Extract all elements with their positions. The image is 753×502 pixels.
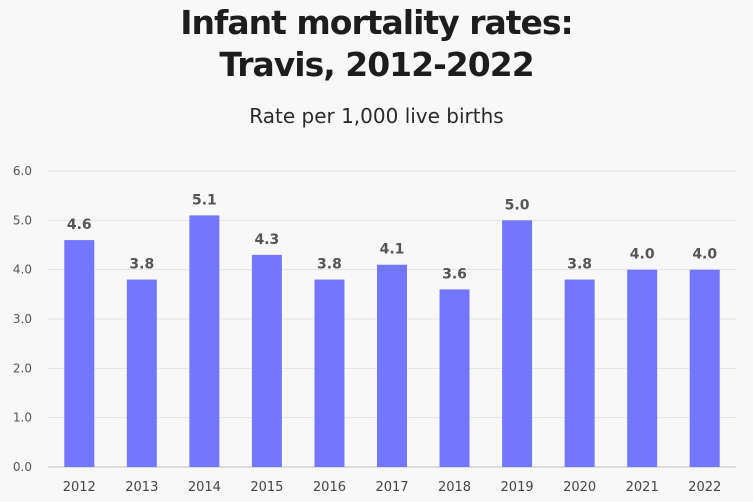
bar-2018 (439, 289, 470, 467)
bar-2016 (314, 279, 345, 467)
x-tick-label-2022: 2022 (688, 480, 721, 495)
x-tick-label-2018: 2018 (438, 480, 471, 495)
bar-2022 (689, 269, 720, 467)
data-label-2018: 3.6 (442, 266, 467, 282)
y-tick-label: 2.0 (13, 361, 32, 375)
bar-2012 (64, 240, 95, 467)
y-tick-label: 5.0 (13, 213, 32, 227)
x-tick-label-2013: 2013 (125, 480, 158, 495)
x-tick-label-2014: 2014 (188, 480, 221, 495)
data-label-2021: 4.0 (630, 247, 655, 263)
bar-2021 (627, 269, 658, 467)
chart-title: Infant mortality rates: Travis, 2012-202… (0, 2, 753, 86)
data-label-2015: 4.3 (255, 232, 280, 248)
x-tick-label-2019: 2019 (501, 480, 534, 495)
chart-title-line2: Travis, 2012-2022 (219, 45, 534, 84)
data-label-2014: 5.1 (192, 192, 217, 208)
data-labels: 4.6 3.8 5.1 4.3 3.8 4.1 3.6 5.0 3.8 4.0 4.0 (67, 192, 718, 282)
x-axis-ticks: 2012 2013 2014 2015 2016 2017 2018 2019 2020 2021… (63, 480, 722, 495)
y-tick-label: 1.0 (13, 411, 32, 425)
bar-2014 (189, 215, 220, 467)
y-tick-label: 3.0 (13, 312, 32, 326)
bar-2020 (564, 279, 595, 467)
y-tick-label: 6.0 (13, 164, 32, 178)
x-tick-label-2016: 2016 (313, 480, 346, 495)
y-tick-label: 0.0 (13, 460, 32, 474)
data-label-2016: 3.8 (317, 257, 342, 273)
x-tick-label-2017: 2017 (375, 480, 408, 495)
data-label-2022: 4.0 (692, 247, 717, 263)
data-label-2020: 3.8 (567, 257, 592, 273)
data-label-2017: 4.1 (380, 242, 405, 258)
bars (64, 215, 720, 467)
chart-subtitle: Rate per 1,000 live births (249, 104, 504, 128)
data-label-2013: 3.8 (129, 257, 154, 273)
y-axis-ticks: 0.0 1.0 2.0 3.0 4.0 5.0 6.0 (13, 164, 32, 474)
y-tick-label: 4.0 (13, 263, 32, 277)
bar-2019 (502, 220, 533, 467)
bar-2013 (126, 279, 157, 467)
x-tick-label-2021: 2021 (626, 480, 659, 495)
bar-2015 (251, 254, 282, 467)
data-label-2019: 5.0 (505, 197, 530, 213)
data-label-2012: 4.6 (67, 217, 92, 233)
x-tick-label-2012: 2012 (63, 480, 96, 495)
bar-2017 (377, 264, 407, 467)
x-tick-label-2015: 2015 (250, 480, 283, 495)
chart-title-line1: Infant mortality rates: (180, 3, 573, 42)
x-tick-label-2020: 2020 (563, 480, 596, 495)
